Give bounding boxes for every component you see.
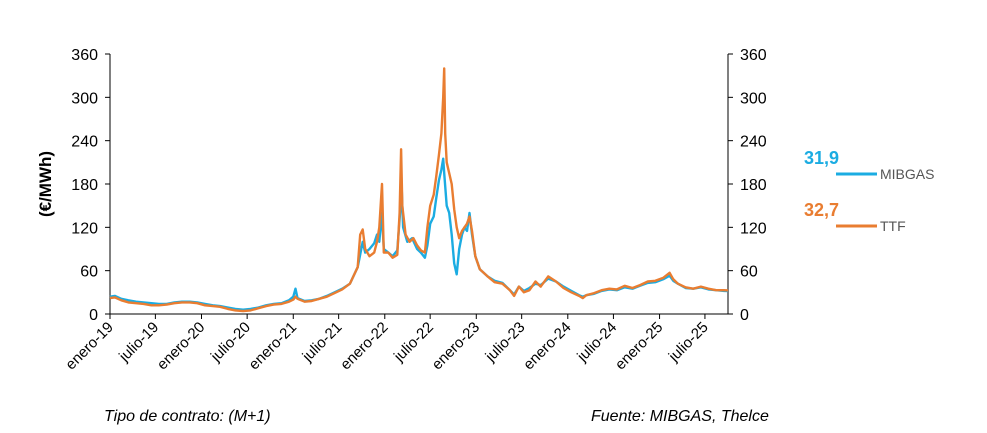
series-layer	[109, 67, 729, 313]
y-axis-right: 0 60 120 180 240 300 360	[727, 47, 767, 324]
y-axis-left: 0 60 120 180 240 300 360	[71, 47, 111, 324]
x-tick-label: enero-23	[429, 319, 483, 373]
y-tick-label-right: 180	[740, 177, 767, 194]
y-tick-label-right: 240	[740, 134, 767, 151]
x-tick-label: enero-24	[520, 319, 574, 373]
y-tick-label-right: 60	[740, 264, 758, 281]
y-tick-label-left: 180	[71, 177, 98, 194]
x-tick-label: enero-21	[246, 319, 300, 373]
x-tick-label: enero-25	[612, 319, 666, 373]
series-line-ttf	[109, 67, 729, 313]
end-value-ttf: 32,7	[804, 200, 839, 220]
y-tick-label-right: 0	[740, 307, 749, 324]
y-axis-label: (€/MWh)	[36, 151, 55, 217]
legend: 31,9 MIBGAS 32,7 TTF	[804, 148, 934, 234]
y-tick-label-left: 240	[71, 134, 98, 151]
y-tick-label-right: 300	[740, 90, 767, 107]
y-tick-label-left: 0	[89, 307, 98, 324]
x-tick-label: julio-25	[665, 319, 712, 366]
y-tick-label-left: 360	[71, 47, 98, 64]
end-value-mibgas: 31,9	[804, 148, 839, 168]
y-tick-label-left: 120	[71, 220, 98, 237]
y-tick-label-right: 120	[740, 220, 767, 237]
x-tick-label: enero-19	[62, 319, 116, 373]
contract-type-note: Tipo de contrato: (M+1)	[104, 408, 271, 425]
y-tick-label-left: 300	[71, 90, 98, 107]
y-tick-label-left: 60	[80, 264, 98, 281]
source-note: Fuente: MIBGAS, Thelce	[591, 408, 769, 425]
legend-label-mibgas: MIBGAS	[880, 166, 934, 182]
x-tick-label: enero-20	[154, 319, 208, 373]
x-tick-label: enero-22	[337, 319, 391, 373]
legend-label-ttf: TTF	[880, 218, 906, 234]
y-tick-label-right: 360	[740, 47, 767, 64]
